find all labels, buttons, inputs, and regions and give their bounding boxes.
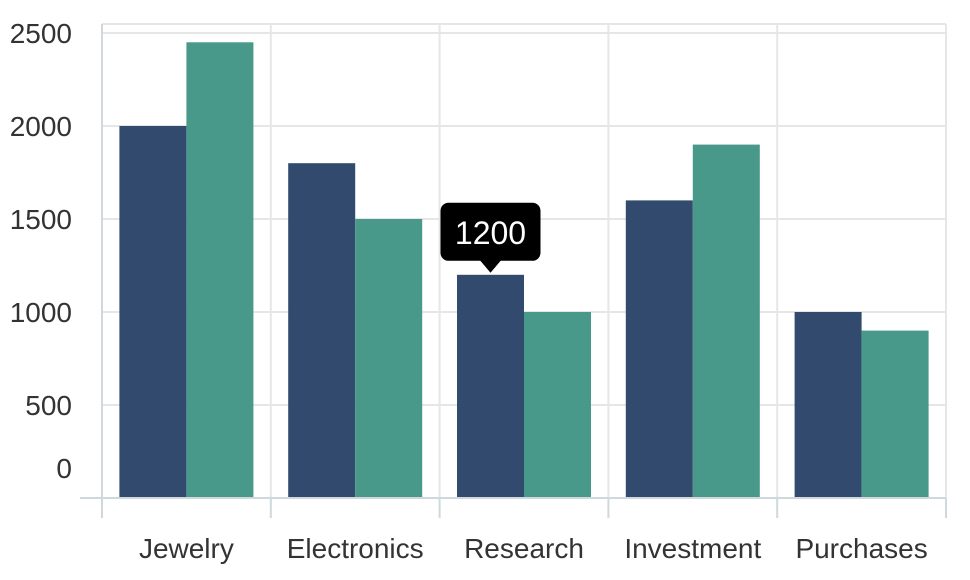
- y-tick-label: 500: [25, 390, 72, 421]
- tooltip: 1200: [440, 202, 541, 273]
- x-tick-label: Purchases: [795, 533, 927, 564]
- x-tick-label: Research: [464, 533, 584, 564]
- bar-purchases-series-1[interactable]: [794, 312, 862, 498]
- tooltip-value: 1200: [455, 215, 526, 251]
- bar-research-series-2[interactable]: [524, 312, 591, 498]
- bar-purchases-series-2[interactable]: [861, 330, 929, 498]
- y-axis-labels: 0 500 1000 1500 2000 2500: [10, 18, 72, 484]
- tooltip-box: [440, 202, 541, 261]
- bar-electronics-series-2[interactable]: [355, 219, 423, 498]
- x-tick-label: Jewelry: [139, 533, 234, 564]
- bars-layer: [119, 42, 929, 499]
- axes-layer: [80, 24, 947, 518]
- x-tick-label: Electronics: [287, 533, 424, 564]
- y-tick-label: 2000: [10, 111, 72, 142]
- bar-research-series-1[interactable]: [457, 274, 524, 498]
- y-tick-label: 0: [56, 453, 72, 484]
- y-tick-label: 2500: [10, 18, 72, 49]
- x-tick-label: Investment: [624, 533, 761, 564]
- bar-investment-series-2[interactable]: [692, 144, 760, 498]
- bar-jewelry-series-1[interactable]: [119, 126, 187, 498]
- bar-jewelry-series-2[interactable]: [186, 42, 254, 499]
- y-tick-label: 1000: [10, 297, 72, 328]
- y-tick-label: 1500: [10, 204, 72, 235]
- bar-electronics-series-1[interactable]: [288, 163, 356, 498]
- tooltip-pointer: [479, 259, 502, 273]
- x-axis-labels: Jewelry Electronics Research Investment Purc…: [139, 533, 928, 564]
- bar-investment-series-1[interactable]: [625, 200, 693, 498]
